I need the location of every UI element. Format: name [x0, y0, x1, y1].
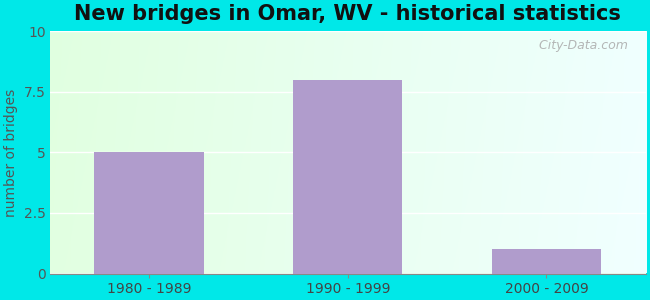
- Bar: [94, 152, 203, 274]
- Y-axis label: number of bridges: number of bridges: [4, 88, 18, 217]
- Title: New bridges in Omar, WV - historical statistics: New bridges in Omar, WV - historical sta…: [74, 4, 621, 24]
- Bar: [492, 249, 601, 274]
- Bar: [293, 80, 402, 274]
- Text: City-Data.com: City-Data.com: [531, 38, 628, 52]
